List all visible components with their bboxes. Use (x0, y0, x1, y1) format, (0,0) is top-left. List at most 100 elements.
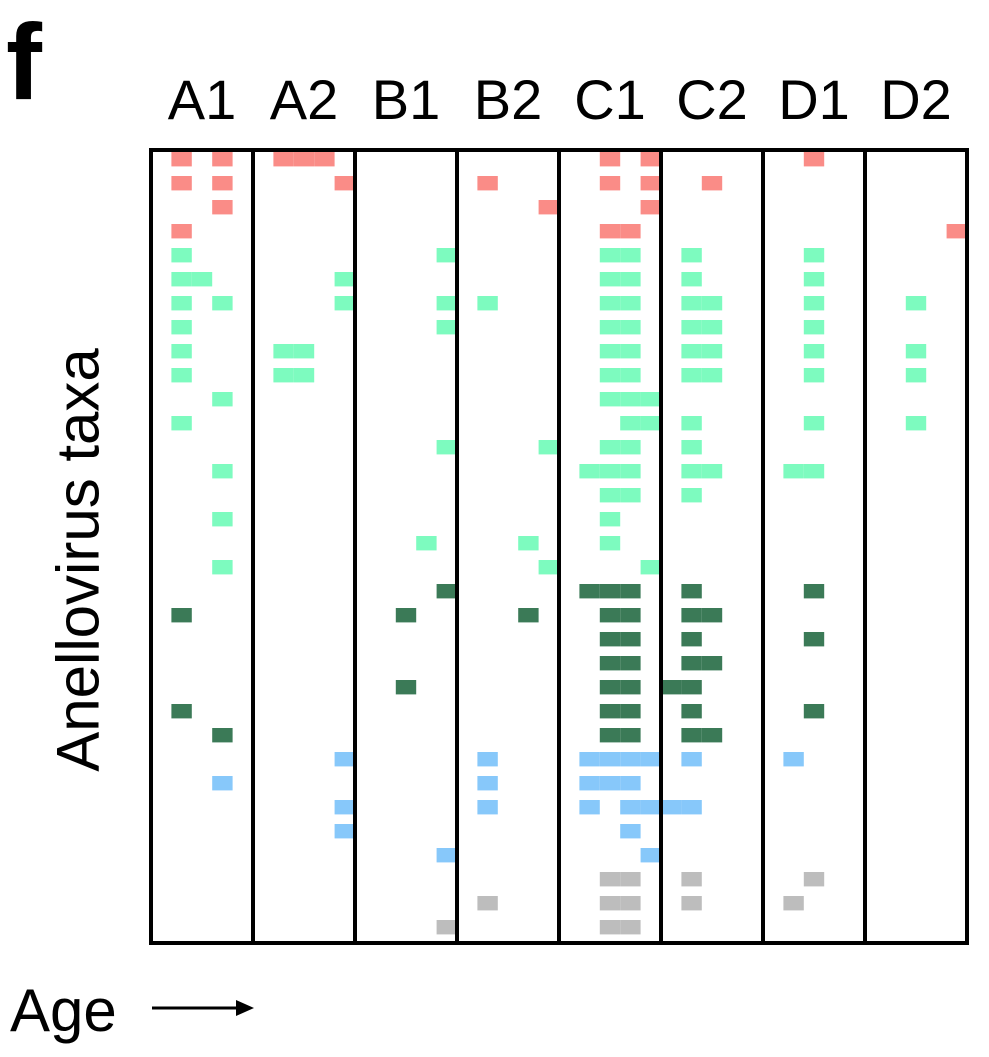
heatmap-cell-B2-2-4 (538, 200, 559, 215)
heatmap-cell-C1-25-1 (579, 752, 600, 767)
heatmap-cell-C1-1-4 (640, 176, 661, 191)
heatmap-cell-C1-13-3 (620, 464, 641, 479)
heatmap-cell-D1-13-1 (783, 464, 804, 479)
heatmap-cell-C1-12-3 (620, 440, 641, 455)
heatmap-cell-B1-7-4 (436, 320, 457, 335)
heatmap-cell-D2-6-2 (905, 296, 927, 311)
heatmap-cell-C1-19-2 (599, 608, 621, 623)
heatmap-cell-A1-7-1 (171, 320, 192, 335)
heatmap-cell-B2-1-1 (477, 176, 498, 191)
heatmap-cell-D1-8-2 (803, 344, 825, 359)
heatmap-cell-C2-8-2 (701, 344, 723, 359)
heatmap-cell-A2-25-4 (334, 752, 355, 767)
heatmap-cell-C2-19-1 (681, 608, 702, 623)
heatmap-cell-D2-3-4 (946, 224, 967, 239)
heatmap-cell-C1-20-2 (599, 632, 621, 647)
heatmap-cell-C2-7-1 (681, 320, 702, 335)
heatmap-cell-C1-14-3 (620, 488, 641, 503)
heatmap-cell-C1-18-3 (620, 584, 641, 599)
heatmap-cell-C1-0-2 (599, 152, 621, 167)
heatmap-cell-C1-26-1 (579, 776, 600, 791)
heatmap-cell-B2-27-1 (477, 800, 498, 815)
heatmap-cell-C1-2-4 (640, 200, 661, 215)
heatmap-cell-A2-6-4 (334, 296, 355, 311)
heatmap-cell-A2-27-4 (334, 800, 355, 815)
heatmap-cell-D1-31-1 (783, 896, 804, 911)
heatmap-cell-D1-30-2 (803, 872, 825, 887)
subject-label-A2: A2 (270, 68, 339, 131)
heatmap-cell-C1-8-2 (599, 344, 621, 359)
heatmap-cell-C1-27-3 (620, 800, 641, 815)
heatmap-cell-A1-4-1 (171, 248, 192, 263)
heatmap-cell-C1-3-3 (620, 224, 641, 239)
heatmap-cell-B2-12-4 (538, 440, 559, 455)
heatmap-cell-C2-18-1 (681, 584, 702, 599)
heatmap-cell-C1-32-2 (599, 920, 621, 935)
heatmap-cell-B1-19-2 (395, 608, 417, 623)
heatmap-cell-C1-6-3 (620, 296, 641, 311)
heatmap-cell-A2-8-1 (273, 344, 294, 359)
heatmap-cell-C1-17-4 (640, 560, 661, 575)
panel-letter: f (6, 1, 42, 122)
heatmap-cell-C1-21-3 (620, 656, 641, 671)
heatmap-cell-A1-23-1 (171, 704, 192, 719)
heatmap-cell-C1-5-3 (620, 272, 641, 287)
heatmap-cell-C1-29-4 (640, 848, 661, 863)
heatmap-cell-C2-19-2 (701, 608, 723, 623)
heatmap-cell-B2-31-1 (477, 896, 498, 911)
heatmap-cell-C1-15-2 (599, 512, 621, 527)
heatmap-cell-A2-0-3 (314, 152, 335, 167)
age-arrow-icon (152, 1000, 254, 1016)
heatmap-cell-C2-30-1 (681, 872, 702, 887)
heatmap-cell-C1-11-4 (640, 416, 661, 431)
heatmap-cell-A1-26-3 (212, 776, 233, 791)
heatmap-cell-C1-10-3 (620, 392, 641, 407)
heatmap-cell-C1-16-2 (599, 536, 621, 551)
heatmap-cell-C2-21-2 (701, 656, 723, 671)
heatmap-cell-D1-18-2 (803, 584, 825, 599)
heatmap-cell-B2-6-1 (477, 296, 498, 311)
heatmap-cell-A1-3-1 (171, 224, 192, 239)
heatmap-cell-C1-5-2 (599, 272, 621, 287)
heatmap-cell-A1-1-3 (212, 176, 233, 191)
heatmap-cell-C1-27-1 (579, 800, 600, 815)
heatmap-cell-C2-27-1 (681, 800, 702, 815)
heatmap-cell-C1-8-3 (620, 344, 641, 359)
heatmap-cell-C1-32-3 (620, 920, 641, 935)
heatmap-cell-A1-6-3 (212, 296, 233, 311)
heatmap-cell-A1-6-1 (171, 296, 192, 311)
heatmap-cell-A1-10-3 (212, 392, 233, 407)
heatmap-cell-C1-3-2 (599, 224, 621, 239)
heatmap-cell-C1-9-2 (599, 368, 621, 383)
heatmap-cell-B1-29-4 (436, 848, 457, 863)
heatmap-cell-C1-22-3 (620, 680, 641, 695)
heatmap-cell-A2-28-4 (334, 824, 355, 839)
heatmap-cell-C1-30-2 (599, 872, 621, 887)
heatmap-cell-C1-0-4 (640, 152, 661, 167)
heatmap-cell-C1-21-2 (599, 656, 621, 671)
heatmap-cell-D1-20-2 (803, 632, 825, 647)
heatmap-cell-C2-13-2 (701, 464, 723, 479)
subject-label-D2: D2 (880, 68, 952, 131)
heatmap-cell-A1-17-3 (212, 560, 233, 575)
heatmap-cell-B2-17-4 (538, 560, 559, 575)
heatmap-cell-C2-31-1 (681, 896, 702, 911)
heatmap-cell-C1-1-2 (599, 176, 621, 191)
heatmap-cell-A1-19-1 (171, 608, 192, 623)
heatmap-cell-D1-9-2 (803, 368, 825, 383)
heatmap-cell-B2-25-1 (477, 752, 498, 767)
heatmap-cell-C1-24-2 (599, 728, 621, 743)
heatmap-cell-C1-26-3 (620, 776, 641, 791)
heatmap-cell-C2-6-2 (701, 296, 723, 311)
heatmap-cell-C1-23-3 (620, 704, 641, 719)
subject-label-D1: D1 (778, 68, 850, 131)
heatmap-cell-C2-6-1 (681, 296, 702, 311)
heatmap-cell-B1-22-2 (395, 680, 417, 695)
heatmap-cell-C1-4-3 (620, 248, 641, 263)
heatmap-cell-A1-8-1 (171, 344, 192, 359)
subject-label-B1: B1 (372, 68, 441, 131)
heatmap-cell-C1-13-1 (579, 464, 600, 479)
heatmap-cell-C2-12-1 (681, 440, 702, 455)
heatmap-cell-A2-8-2 (293, 344, 315, 359)
heatmap-cell-C1-28-3 (620, 824, 641, 839)
